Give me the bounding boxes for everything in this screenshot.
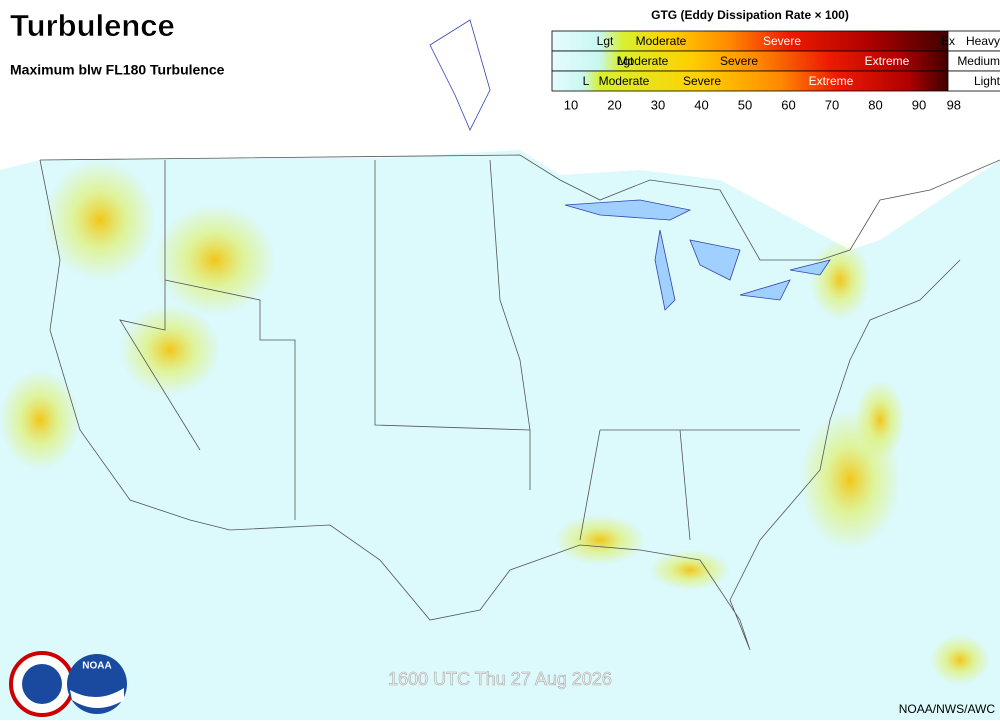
legend-label: Lgt	[597, 34, 614, 48]
borders	[39, 154, 1000, 651]
legend-tick: 40	[694, 97, 708, 112]
legend-tick: 50	[738, 97, 752, 112]
legend-label: L	[583, 74, 590, 88]
legend-label: Severe	[763, 34, 801, 48]
noaa-logos: NOAA	[9, 651, 127, 717]
legend-tick: 80	[868, 97, 882, 112]
legend-tick: 60	[781, 97, 795, 112]
legend-class: Light	[974, 74, 1000, 88]
legend-label: Moderate	[636, 34, 687, 48]
legend-label: Severe	[720, 54, 758, 68]
turbulence-patches	[0, 160, 990, 685]
credit: NOAA/NWS/AWC	[899, 702, 996, 716]
legend-label: Moderate	[599, 74, 650, 88]
svg-text:NOAA: NOAA	[82, 661, 111, 672]
legend-label: Moderate	[618, 54, 669, 68]
legend-tick: 20	[607, 97, 621, 112]
legend-class: Medium	[957, 54, 1000, 68]
legend-label: Extreme	[865, 54, 910, 68]
map-subtitle: Maximum blw FL180 Turbulence	[10, 62, 225, 78]
great-lakes	[564, 199, 831, 311]
legend-class: Heavy	[966, 34, 1000, 48]
legend-tick: 10	[564, 97, 578, 112]
legend-label: Extreme	[809, 74, 854, 88]
legend-tick: 90	[912, 97, 926, 112]
legend-label: Ex	[941, 34, 955, 48]
legend-title: GTG (Eddy Dissipation Rate × 100)	[651, 8, 849, 22]
valid-time: 1600 UTC Thu 27 Aug 2026	[388, 669, 612, 689]
lake	[429, 19, 491, 131]
legend-label: Lgt	[617, 54, 634, 68]
legend-label: Severe	[683, 74, 721, 88]
legend-class-box	[947, 70, 1000, 92]
map-title: Turbulence	[10, 8, 175, 43]
legend-tick: 70	[825, 97, 839, 112]
legend-tick: 30	[651, 97, 665, 112]
legend-tick: 98	[947, 97, 961, 112]
